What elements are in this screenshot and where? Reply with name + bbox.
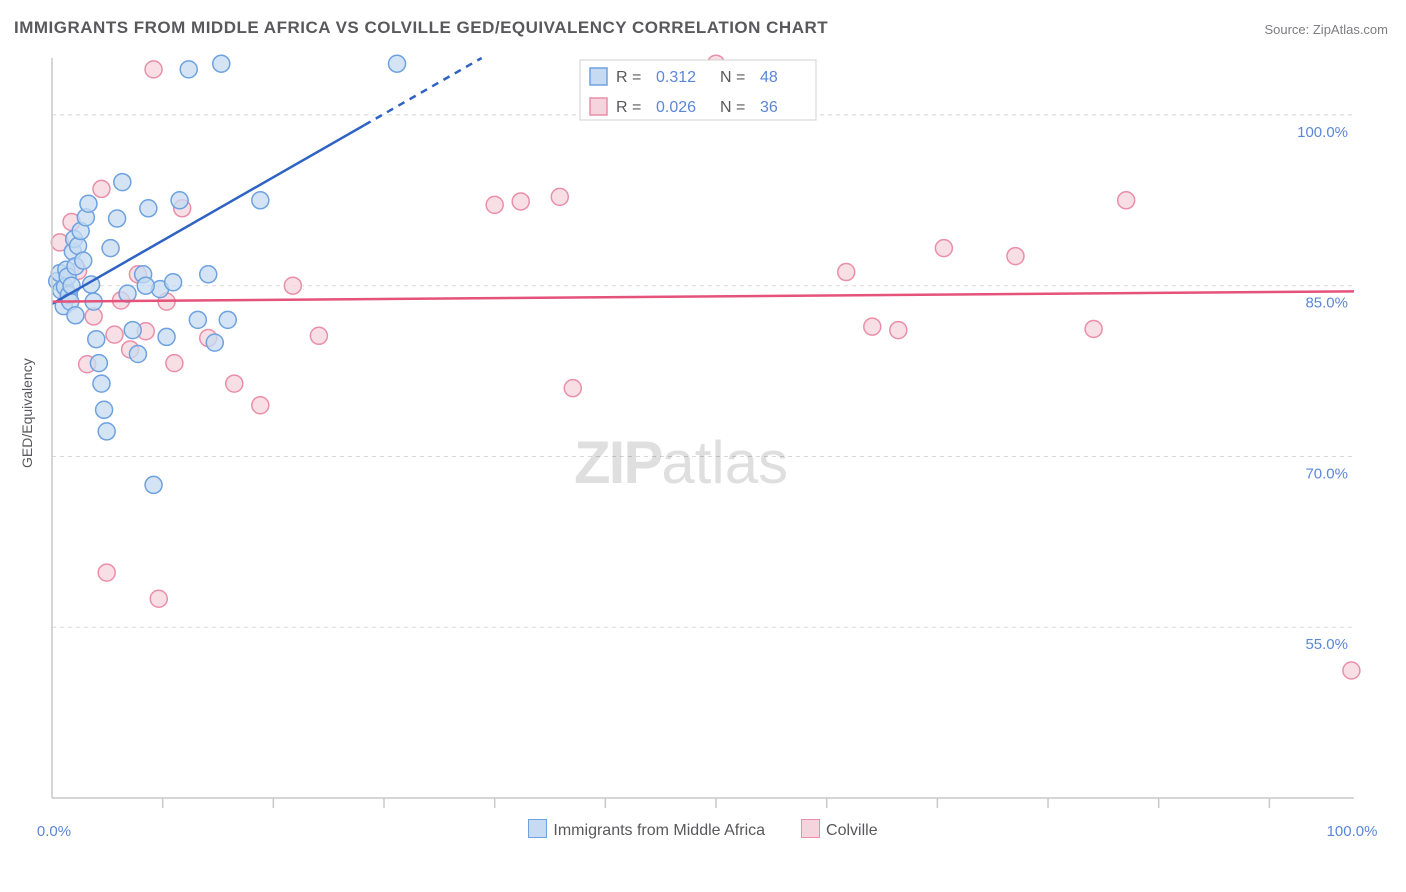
legend-n-label: N =	[720, 69, 745, 86]
data-point	[838, 264, 855, 281]
data-point	[114, 174, 131, 191]
data-point	[213, 55, 230, 72]
data-point	[935, 240, 952, 257]
data-point	[96, 401, 113, 418]
trend-line	[52, 291, 1354, 301]
data-point	[486, 196, 503, 213]
data-point	[145, 61, 162, 78]
data-point	[890, 322, 907, 339]
data-point	[129, 346, 146, 363]
source-attribution: Source: ZipAtlas.com	[1264, 22, 1388, 37]
data-point	[226, 375, 243, 392]
data-point	[93, 375, 110, 392]
data-point	[180, 61, 197, 78]
legend-r-label: R =	[616, 99, 641, 116]
y-tick-label: 70.0%	[1305, 465, 1348, 482]
legend-n-value: 48	[760, 69, 778, 86]
data-point	[564, 380, 581, 397]
legend-item: Colville	[801, 822, 878, 839]
data-point	[252, 192, 269, 209]
legend-r-value: 0.312	[656, 69, 696, 86]
data-point	[88, 331, 105, 348]
y-axis-label: GED/Equivalency	[19, 358, 35, 468]
data-point	[150, 590, 167, 607]
data-point	[171, 192, 188, 209]
data-point	[310, 327, 327, 344]
data-point	[206, 334, 223, 351]
legend-n-label: N =	[720, 99, 745, 116]
data-point	[140, 200, 157, 217]
legend-item: Immigrants from Middle Africa	[528, 822, 765, 839]
chart-title: IMMIGRANTS FROM MIDDLE AFRICA VS COLVILL…	[14, 18, 828, 38]
data-point	[166, 355, 183, 372]
data-point	[252, 397, 269, 414]
source-link[interactable]: ZipAtlas.com	[1313, 22, 1388, 37]
data-point	[98, 564, 115, 581]
legend-swatch	[590, 98, 607, 115]
legend-label: Colville	[826, 822, 878, 839]
source-prefix: Source:	[1264, 22, 1312, 37]
data-point	[1118, 192, 1135, 209]
data-point	[551, 188, 568, 205]
chart-container: 55.0%70.0%85.0%100.0%0.0%100.0%GED/Equiv…	[14, 48, 1392, 848]
data-point	[284, 277, 301, 294]
data-point	[109, 210, 126, 227]
data-point	[102, 240, 119, 257]
data-point	[93, 180, 110, 197]
legend-swatch	[528, 819, 547, 838]
data-point	[389, 55, 406, 72]
data-point	[864, 318, 881, 335]
scatter-chart: 55.0%70.0%85.0%100.0%0.0%100.0%GED/Equiv…	[14, 48, 1392, 848]
data-point	[165, 274, 182, 291]
data-point	[1007, 248, 1024, 265]
data-point	[75, 252, 92, 269]
legend-label: Immigrants from Middle Africa	[553, 822, 765, 839]
bottom-legend: Immigrants from Middle Africa Colville	[14, 819, 1392, 840]
data-point	[106, 326, 123, 343]
data-point	[98, 423, 115, 440]
data-point	[1343, 662, 1360, 679]
legend-n-value: 36	[760, 99, 778, 116]
data-point	[67, 307, 84, 324]
y-tick-label: 85.0%	[1305, 295, 1348, 312]
legend-r-label: R =	[616, 69, 641, 86]
legend-r-value: 0.026	[656, 99, 696, 116]
data-point	[80, 195, 97, 212]
data-point	[119, 285, 136, 302]
data-point	[145, 476, 162, 493]
y-tick-label: 55.0%	[1305, 636, 1348, 653]
data-point	[219, 311, 236, 328]
y-tick-label: 100.0%	[1297, 124, 1348, 141]
data-point	[90, 355, 107, 372]
data-point	[189, 311, 206, 328]
data-point	[1085, 320, 1102, 337]
data-point	[200, 266, 217, 283]
data-point	[124, 322, 141, 339]
data-point	[512, 193, 529, 210]
data-point	[137, 277, 154, 294]
data-point	[158, 328, 175, 345]
legend-swatch	[801, 819, 820, 838]
legend-swatch	[590, 68, 607, 85]
